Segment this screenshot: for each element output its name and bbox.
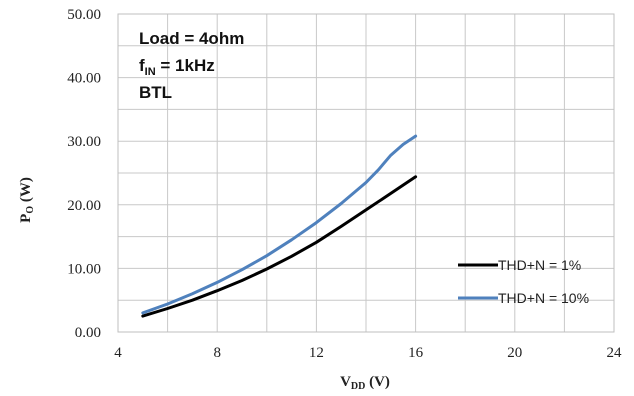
x-tick-label: 4	[114, 345, 122, 361]
series-line-thd-10	[141, 134, 418, 315]
x-tick-label: 8	[213, 345, 221, 361]
y-axis-title: PO (W)	[18, 177, 36, 223]
x-tick-label: 16	[408, 345, 424, 361]
y-tick-label: 0.00	[75, 325, 101, 341]
annotation-load: Load = 4ohm	[139, 29, 244, 48]
x-axis-title-unit: (V)	[365, 374, 390, 390]
x-axis-title-sub: DD	[351, 381, 365, 392]
y-axis-title-sub: O	[25, 206, 36, 214]
y-tick-label: 50.00	[67, 7, 101, 23]
legend-label-thd-10: THD+N = 10%	[498, 290, 589, 306]
annotation-frequency-main: f	[139, 56, 145, 75]
y-tick-label: 30.00	[67, 134, 101, 150]
x-tick-label: 12	[309, 345, 324, 361]
y-tick-label: 10.00	[67, 261, 101, 277]
legend: THD+N = 1% THD+N = 10%	[458, 257, 589, 306]
annotation-frequency: fIN = 1kHz	[139, 56, 215, 78]
x-axis-title-main: V	[340, 374, 351, 390]
x-tick-labels: 4 8 12 16 20 24	[114, 345, 622, 361]
series-lines	[141, 134, 418, 318]
annotation-box: Load = 4ohm fIN = 1kHz BTL	[139, 29, 244, 102]
annotation-mode: BTL	[139, 83, 172, 102]
legend-label-thd-1: THD+N = 1%	[498, 257, 581, 273]
y-tick-label: 20.00	[67, 198, 101, 214]
plot-area	[117, 13, 615, 333]
annotation-frequency-sub: IN	[145, 66, 156, 78]
series-line-thd-1	[141, 175, 418, 318]
y-tick-labels: 0.00 10.00 20.00 30.00 40.00 50.00	[67, 7, 101, 341]
y-tick-label: 40.00	[67, 71, 101, 87]
y-axis-title-main: P	[18, 214, 34, 223]
x-axis-title: VDD (V)	[340, 374, 390, 392]
annotation-frequency-value: = 1kHz	[156, 56, 215, 75]
x-tick-label: 20	[507, 345, 522, 361]
y-axis-title-unit: (W)	[18, 177, 34, 206]
x-tick-label: 24	[607, 345, 623, 361]
